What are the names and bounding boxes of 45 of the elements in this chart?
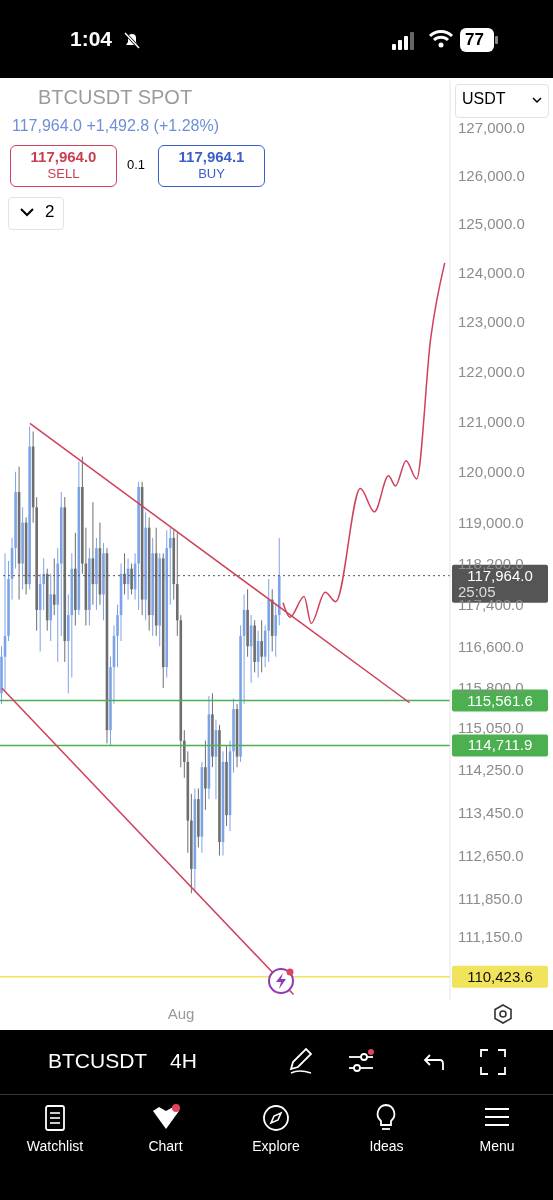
y-tick-label: 116,600.0 [458,637,524,655]
y-tick-label: 111,850.0 [458,890,523,908]
y-tick-label: 115,050.0 [458,718,524,736]
text: Menu [478,1138,516,1154]
candlestick [123,552,126,595]
y-tick-label: 120,000.0 [458,463,525,481]
text: Chart [147,1138,184,1154]
annotation: 117,964.1 [177,148,246,165]
text: USDT [462,90,506,108]
annotation: 117,964.0 [29,148,98,165]
y-tick-label: 113,450.0 [458,803,524,821]
text: 25:05 [458,582,496,600]
ref-line-label: 114,711.9 [467,736,533,754]
y-tick-label: 114,250.0 [458,761,524,779]
y-tick-label: 126,000.0 [458,166,525,184]
text: Watchlist [25,1138,85,1154]
y-tick-label: 122,000.0 [458,362,525,380]
candlestick [168,527,172,606]
y-tick-label: 119,000.0 [458,513,524,531]
text: 1:04 [70,27,113,51]
y-tick-label: 125,000.0 [458,215,525,233]
annotation: 0.1 [127,157,146,172]
chart-title: BTCUSDT SPOT [38,86,193,109]
annotation: BUY [197,166,226,181]
y-tick-label: 123,000.0 [458,313,525,331]
candlestick [130,563,133,595]
candlestick [204,740,207,811]
annotation: SELL [46,166,81,181]
y-tick-label: 111,150.0 [458,928,523,946]
candlestick [260,619,263,673]
text: Ideas [368,1138,405,1154]
ref-line-label: 110,423.6 [467,967,533,985]
candlestick [274,604,278,658]
y-tick-label: 112,650.0 [458,846,524,864]
y-tick-label: 124,000.0 [458,264,525,282]
text: BTCUSDT [48,1049,148,1073]
x-tick-label: Aug [167,1004,195,1022]
candlestick [52,557,56,616]
text: 77 [465,30,484,50]
annotation: 2 [45,202,55,222]
text: 117,964.0 +1,492.8 (+1.28%) [12,117,219,135]
y-tick-label: 127,000.0 [458,118,525,136]
y-tick-label: 121,000.0 [458,412,525,430]
text: 4H [170,1049,197,1073]
text: Explore [251,1138,301,1154]
